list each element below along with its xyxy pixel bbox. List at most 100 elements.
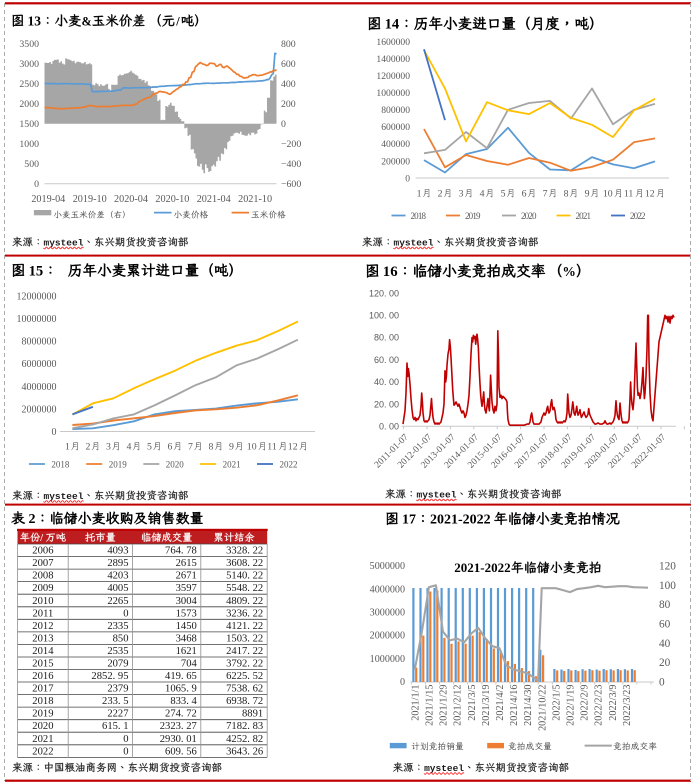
svg-text:3468: 3468 bbox=[176, 633, 197, 644]
svg-text:1500: 1500 bbox=[19, 119, 39, 130]
svg-text:2010: 2010 bbox=[32, 596, 53, 607]
svg-text:4: 4 bbox=[127, 441, 132, 452]
svg-text:1503. 22: 1503. 22 bbox=[226, 633, 263, 644]
svg-text:3608. 22: 3608. 22 bbox=[226, 558, 263, 569]
svg-text:2021-10: 2021-10 bbox=[238, 194, 272, 205]
svg-text:2017: 2017 bbox=[32, 684, 53, 695]
svg-text:−600: −600 bbox=[281, 179, 301, 190]
svg-text:5: 5 bbox=[501, 188, 506, 199]
svg-text:3000: 3000 bbox=[19, 59, 39, 70]
svg-text:2000000: 2000000 bbox=[370, 631, 405, 642]
svg-text:14: 14 bbox=[385, 17, 400, 33]
svg-text:2000: 2000 bbox=[19, 99, 39, 110]
svg-text:3: 3 bbox=[459, 188, 464, 199]
svg-text:400000: 400000 bbox=[381, 139, 410, 150]
svg-text:2227: 2227 bbox=[107, 709, 128, 720]
svg-text:2020: 2020 bbox=[166, 460, 185, 470]
svg-text:1000: 1000 bbox=[19, 139, 39, 150]
svg-text:8: 8 bbox=[564, 188, 569, 199]
svg-text:12: 12 bbox=[645, 188, 655, 199]
svg-text:3792. 22: 3792. 22 bbox=[226, 659, 263, 670]
svg-text:2615: 2615 bbox=[176, 558, 197, 569]
svg-text:6000000: 6000000 bbox=[22, 359, 57, 370]
svg-text:1400000: 1400000 bbox=[376, 54, 410, 65]
svg-text:40. 00: 40. 00 bbox=[374, 377, 399, 387]
svg-text:2020: 2020 bbox=[521, 211, 537, 221]
svg-text:2021/2/12: 2021/2/12 bbox=[453, 685, 464, 726]
svg-text:1200000: 1200000 bbox=[376, 71, 410, 82]
svg-text:2021-2022: 2021-2022 bbox=[430, 513, 491, 528]
svg-text:4000000: 4000000 bbox=[22, 382, 57, 393]
svg-text:12000000: 12000000 bbox=[17, 292, 57, 303]
svg-text:/: / bbox=[39, 533, 43, 544]
svg-text:10: 10 bbox=[247, 441, 257, 452]
svg-text:5140. 22: 5140. 22 bbox=[226, 571, 263, 582]
svg-text:0: 0 bbox=[400, 677, 405, 688]
svg-text:2022/1/5: 2022/1/5 bbox=[551, 685, 562, 721]
svg-text:2021: 2021 bbox=[576, 211, 592, 221]
svg-text:4203: 4203 bbox=[107, 571, 128, 582]
svg-text:764. 78: 764. 78 bbox=[165, 546, 197, 557]
svg-text:1600000: 1600000 bbox=[376, 37, 410, 48]
svg-text:800000: 800000 bbox=[381, 105, 410, 116]
svg-text:2021: 2021 bbox=[223, 460, 241, 470]
svg-text:2021/1/29: 2021/1/29 bbox=[439, 685, 450, 726]
svg-text:2019-04: 2019-04 bbox=[31, 194, 65, 205]
svg-text:7: 7 bbox=[188, 441, 193, 452]
svg-text:2019: 2019 bbox=[465, 211, 481, 221]
svg-text:mysteel: mysteel bbox=[44, 491, 84, 502]
svg-text:100: 100 bbox=[659, 580, 676, 592]
svg-text:0: 0 bbox=[123, 746, 128, 757]
svg-text:0: 0 bbox=[405, 173, 410, 184]
svg-text:9: 9 bbox=[585, 188, 590, 199]
svg-text:60. 00: 60. 00 bbox=[374, 355, 399, 365]
svg-text:%: % bbox=[562, 264, 576, 279]
svg-text:8000000: 8000000 bbox=[22, 337, 57, 348]
svg-text:2022/1/19: 2022/1/19 bbox=[566, 685, 577, 726]
svg-text:10: 10 bbox=[603, 188, 613, 199]
svg-text:2022: 2022 bbox=[32, 746, 53, 757]
svg-text:100. 00: 100. 00 bbox=[369, 311, 399, 321]
svg-text:8891: 8891 bbox=[242, 709, 263, 720]
svg-text:500: 500 bbox=[24, 159, 39, 170]
svg-text:2852. 95: 2852. 95 bbox=[91, 671, 128, 682]
svg-text:1000000: 1000000 bbox=[370, 654, 405, 665]
svg-text:1: 1 bbox=[65, 441, 70, 452]
svg-text:2021: 2021 bbox=[32, 734, 53, 745]
svg-text:833. 4: 833. 4 bbox=[170, 696, 197, 707]
svg-text:11: 11 bbox=[267, 441, 277, 452]
svg-text:0: 0 bbox=[123, 734, 128, 745]
svg-text:2895: 2895 bbox=[107, 558, 128, 569]
svg-text:80. 00: 80. 00 bbox=[374, 333, 399, 343]
svg-text:7538. 62: 7538. 62 bbox=[226, 684, 263, 695]
svg-text:3236. 22: 3236. 22 bbox=[226, 608, 263, 619]
svg-text:2021/1/1: 2021/1/1 bbox=[410, 685, 421, 721]
svg-text:4809. 22: 4809. 22 bbox=[226, 596, 263, 607]
svg-text:2014: 2014 bbox=[32, 646, 54, 657]
svg-text:2019: 2019 bbox=[109, 460, 128, 470]
svg-text:2021/10/22: 2021/10/22 bbox=[537, 685, 548, 731]
svg-text:2000000: 2000000 bbox=[22, 404, 57, 415]
svg-text:2018: 2018 bbox=[51, 460, 70, 470]
svg-text:2079: 2079 bbox=[107, 659, 128, 670]
svg-text:2500: 2500 bbox=[19, 79, 39, 90]
svg-text:2: 2 bbox=[29, 512, 36, 527]
svg-text:2020-10: 2020-10 bbox=[155, 194, 189, 205]
svg-text:2022/3/23: 2022/3/23 bbox=[622, 685, 633, 726]
svg-text:2019: 2019 bbox=[32, 709, 53, 720]
svg-text:2021/3/19: 2021/3/19 bbox=[481, 685, 492, 726]
svg-text:0. 00: 0. 00 bbox=[379, 422, 399, 432]
svg-text:615. 1: 615. 1 bbox=[102, 721, 128, 732]
svg-text:5548. 22: 5548. 22 bbox=[226, 583, 263, 594]
svg-text:mysteel: mysteel bbox=[44, 238, 84, 249]
svg-text:274. 72: 274. 72 bbox=[165, 709, 197, 720]
svg-text:120: 120 bbox=[659, 560, 676, 572]
svg-text:2022/3/9: 2022/3/9 bbox=[608, 685, 619, 721]
svg-text:2022: 2022 bbox=[280, 460, 298, 470]
svg-text:233. 5: 233. 5 bbox=[102, 696, 128, 707]
svg-text:2671: 2671 bbox=[176, 571, 197, 582]
svg-text:4252. 82: 4252. 82 bbox=[226, 734, 263, 745]
svg-text:800: 800 bbox=[281, 39, 296, 50]
svg-text:2008: 2008 bbox=[32, 571, 53, 582]
svg-text:2006: 2006 bbox=[32, 546, 53, 557]
